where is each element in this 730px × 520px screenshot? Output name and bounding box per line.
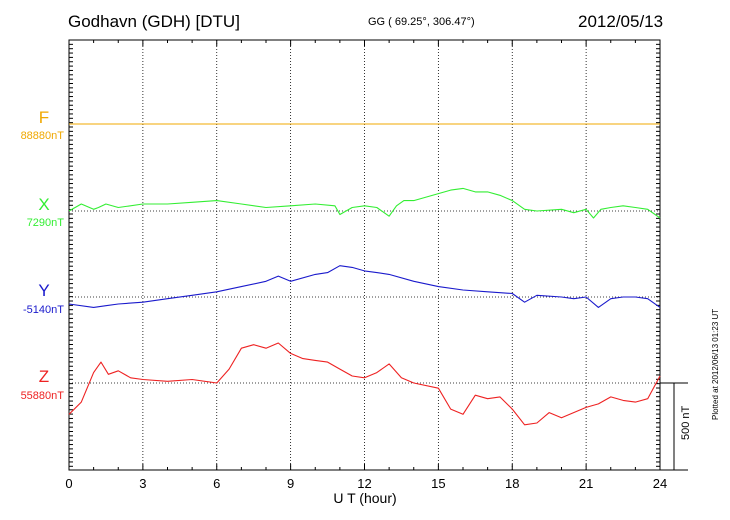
- x-tick-label-18: 18: [505, 476, 519, 491]
- x-axis-label: U T (hour): [333, 490, 397, 506]
- x-tick-label-12: 12: [357, 476, 371, 491]
- label-X: X: [38, 195, 50, 214]
- x-tick-label-21: 21: [579, 476, 593, 491]
- series-line-Z: [68, 342, 661, 426]
- baseline-Y: -5140nT: [23, 304, 64, 316]
- baseline-X: 7290nT: [26, 217, 64, 229]
- x-tick-label-9: 9: [287, 476, 294, 491]
- x-tick-label-15: 15: [431, 476, 445, 491]
- x-tick-label-0: 0: [65, 476, 72, 491]
- baseline-Z: 55880nT: [20, 390, 64, 402]
- x-tick-label-6: 6: [213, 476, 220, 491]
- baseline-F: 88880nT: [20, 130, 64, 142]
- series-line-Y: [68, 265, 661, 308]
- x-tick-label-24: 24: [653, 476, 667, 491]
- geographic-coords: GG ( 69.25°, 306.47°): [368, 16, 475, 28]
- plotted-timestamp: Plotted at 2012/06/13 01:23 UT: [711, 308, 720, 420]
- grid: [142, 40, 587, 470]
- plot-frame: [68, 39, 661, 471]
- scale-bar: [660, 382, 688, 471]
- label-Y: Y: [38, 281, 50, 300]
- x-ticks: 0 3 6 9 12 15 18 21 24: [65, 40, 667, 491]
- scale-label: 500 nT: [680, 405, 692, 440]
- plot-date: 2012/05/13: [578, 12, 664, 31]
- label-Z: Z: [38, 367, 50, 386]
- x-tick-label-3: 3: [139, 476, 146, 491]
- series-lines: [68, 123, 661, 426]
- y-ticks: [69, 43, 660, 467]
- label-F: F: [38, 108, 50, 127]
- series-line-X: [68, 187, 661, 219]
- station-title: Godhavn (GDH) [DTU]: [68, 12, 240, 31]
